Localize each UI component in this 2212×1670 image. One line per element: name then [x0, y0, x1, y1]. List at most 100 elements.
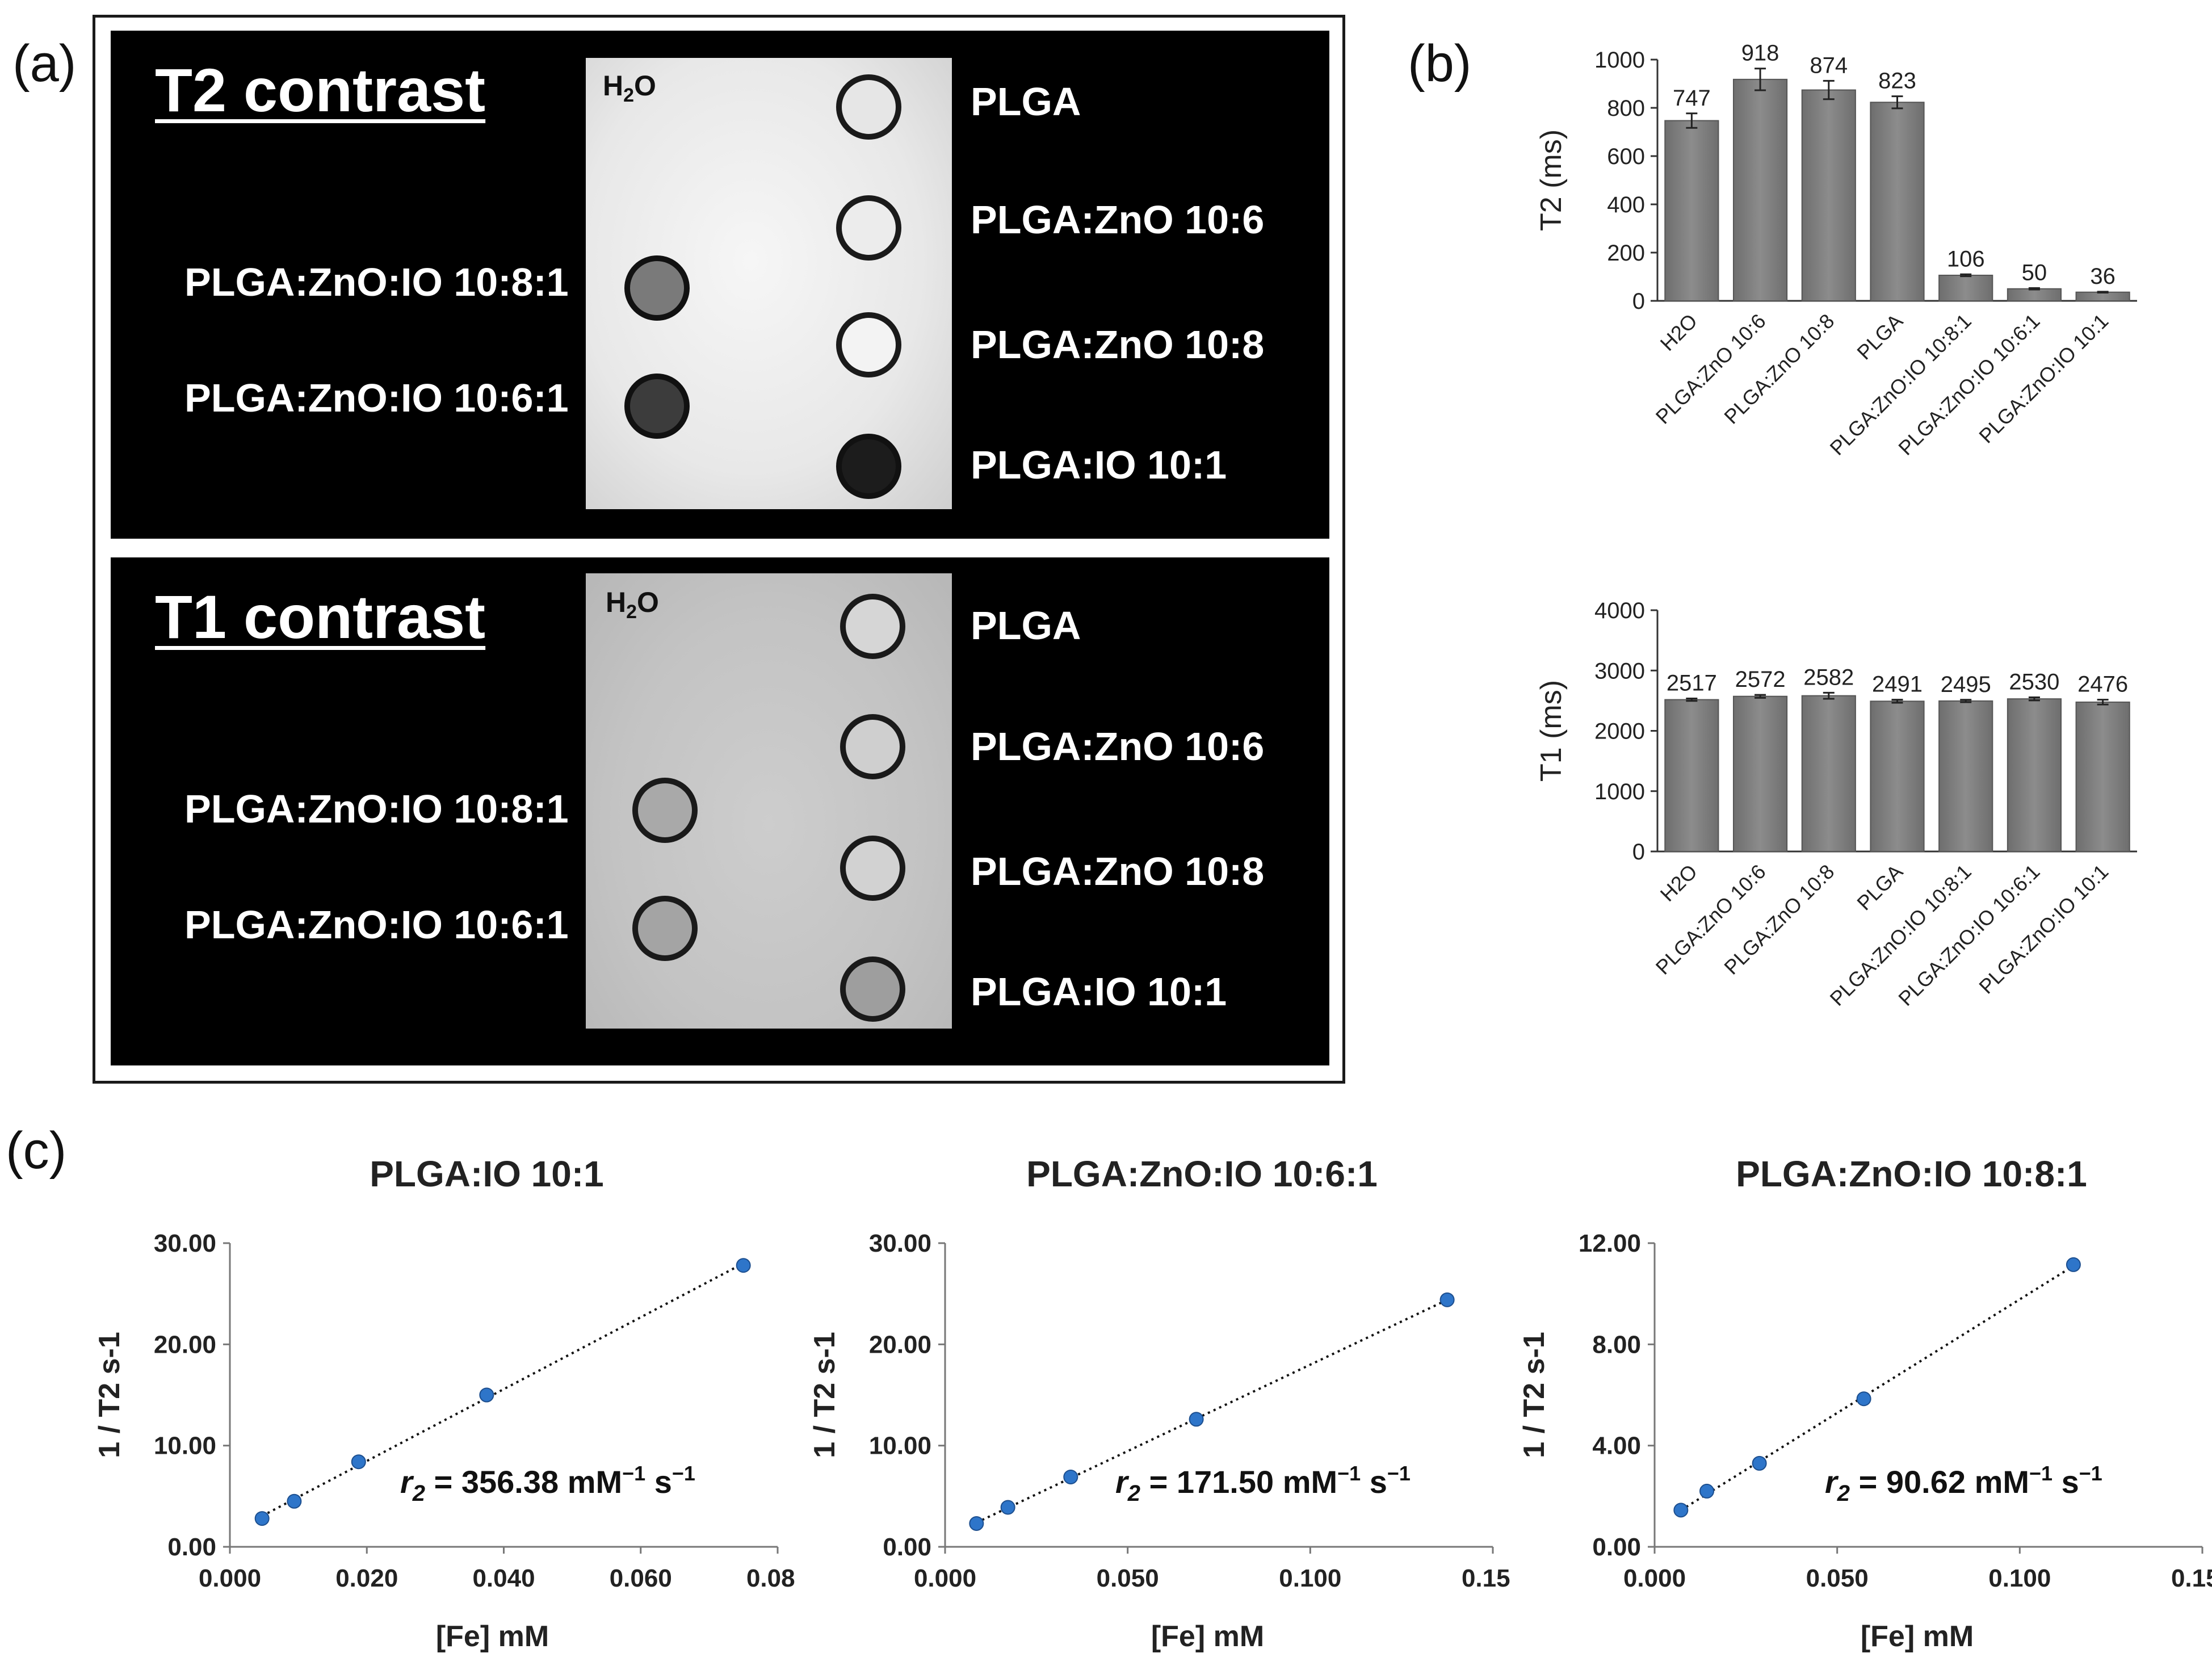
panel-label-c: (c): [6, 1122, 67, 1180]
y-tick-label: 30.00: [154, 1230, 216, 1257]
t2-water-label: H2O: [603, 70, 656, 106]
t1-contrast-panel: T1 contrast PLGA:ZnO:IO 10:8:1 PLGA:ZnO:…: [111, 557, 1329, 1065]
t1-contrast-title: T1 contrast: [155, 582, 486, 651]
t2-label-zno-io-10-8-1: PLGA:ZnO:IO 10:8:1: [184, 260, 569, 304]
x-tick-label-plga-zno-io-10-1: PLGA:ZnO:IO 10:1: [1974, 860, 2113, 998]
data-label: 106: [1947, 246, 1985, 271]
data-point: [1189, 1412, 1204, 1427]
bar: [1938, 700, 1993, 852]
data-point: [479, 1387, 494, 1403]
data-label: 874: [1810, 53, 1848, 78]
t2-label-zno-10-8: PLGA:ZnO 10:8: [971, 322, 1265, 367]
data-label: 50: [2022, 260, 2047, 285]
t1-sample-zno-io-10-6-1: [632, 896, 698, 961]
y-tick-label: 0.00: [1592, 1533, 1641, 1561]
x-tick-label: 0.040: [472, 1564, 535, 1592]
y-tick-label: 1000: [1594, 779, 1645, 804]
y-tick-label: 30.00: [869, 1230, 931, 1257]
y-tick-label: 12.00: [1579, 1230, 1641, 1257]
bar: [1870, 102, 1925, 301]
t2-sample-zno-io-10-6-1: [624, 374, 690, 439]
bar: [1664, 699, 1719, 852]
t2-label-plga: PLGA: [971, 79, 1081, 124]
data-point: [351, 1454, 366, 1470]
t2-sample-zno-10-8: [836, 312, 901, 377]
t2-contrast-title: T2 contrast: [155, 56, 486, 124]
y-tick-label: 0: [1632, 840, 1645, 865]
t2-sample-zno-io-10-8-1: [624, 255, 690, 321]
r2-zno-io-8-1-scatter-chart: PLGA:ZnO:IO 10:8:1 0.00 4.00 8.00 12.00 0.000…: [1518, 1153, 2212, 1653]
y-tick-label: 10.00: [154, 1432, 216, 1460]
x-tick-label: 0.000: [914, 1564, 976, 1592]
y-axis-title: 1 / T2 s-1: [93, 1332, 126, 1458]
x-tick-label: 0.150: [1462, 1564, 1510, 1592]
x-tick-label: 0.150: [2171, 1564, 2212, 1592]
x-tick-label: 0.100: [1988, 1564, 2051, 1592]
x-tick-label-h2o: H2O: [1656, 860, 1702, 906]
data-point: [254, 1511, 270, 1526]
data-point: [2066, 1257, 2081, 1272]
y-tick-label: 1000: [1594, 48, 1645, 73]
data-label: 2476: [2077, 672, 2128, 697]
y-tick-label: 800: [1607, 96, 1645, 121]
chart-title: PLGA:IO 10:1: [370, 1153, 604, 1194]
x-tick-label: 0.050: [1806, 1564, 1869, 1592]
bar: [1938, 274, 1993, 302]
t2-label-zno-io-10-6-1: PLGA:ZnO:IO 10:6:1: [184, 376, 569, 420]
data-label: 2572: [1735, 667, 1786, 692]
x-tick-label: 0.080: [746, 1564, 795, 1592]
x-tick-label: 0.050: [1097, 1564, 1159, 1592]
bar: [1801, 695, 1856, 852]
y-tick-label: 2000: [1594, 719, 1645, 744]
trend-line: [1680, 1265, 2074, 1512]
panel-a-frame: [93, 15, 1345, 1084]
y-tick-label: 0.00: [883, 1533, 931, 1561]
y-axis-title: T2 (ms): [1535, 129, 1568, 231]
data-label: 823: [1878, 69, 1916, 94]
bar: [2007, 698, 2062, 852]
data-point: [1856, 1391, 1871, 1407]
t1-sample-zno-10-6: [840, 714, 905, 779]
t1-mri-image: H2O: [586, 573, 952, 1029]
x-tick-label: 0.100: [1279, 1564, 1341, 1592]
relaxivity-annotation: r2 = 356.38 mM−1 s−1: [400, 1462, 695, 1506]
y-tick-label: 20.00: [869, 1331, 931, 1358]
y-tick-label: 4.00: [1592, 1432, 1641, 1460]
t2-mri-image: H2O: [586, 58, 952, 509]
t2-bar-chart: 0 200 400 600 800 1000 T2 (ms) 747 H2O 918 PLGA:Zn…: [1535, 41, 2137, 460]
x-tick-label-plga: PLGA: [1852, 309, 1907, 364]
y-tick-label: 10.00: [869, 1432, 931, 1460]
panel-label-a: (a): [12, 35, 77, 93]
panel-label-b: (b): [1408, 35, 1472, 93]
data-point: [1439, 1292, 1455, 1307]
t2-sample-plga: [836, 74, 901, 140]
y-tick-label: 0.00: [167, 1533, 216, 1561]
y-axis-title: T1 (ms): [1535, 680, 1568, 782]
t1-sample-io-10-1: [840, 956, 905, 1022]
x-tick-label: 0.000: [199, 1564, 261, 1592]
x-tick-label-plga-zno-io-10-1: PLGA:ZnO:IO 10:1: [1974, 309, 2113, 448]
r2-io-scatter-chart: PLGA:IO 10:1 0.00 10.00 20.00 30.00 0.000 0.02…: [93, 1153, 795, 1653]
data-label: 2530: [2009, 670, 2059, 695]
data-label: 2491: [1872, 672, 1923, 697]
t1-label-io-10-1: PLGA:IO 10:1: [971, 970, 1227, 1014]
data-point: [1752, 1455, 1767, 1471]
y-tick-label: 3000: [1594, 658, 1645, 683]
r2-zno-io-6-1-scatter-chart: PLGA:ZnO:IO 10:6:1 0.00 10.00 20.00 30.00 0.0…: [808, 1153, 1510, 1653]
y-tick-label: 400: [1607, 192, 1645, 217]
y-tick-label: 4000: [1594, 598, 1645, 623]
bar: [1732, 78, 1788, 301]
t1-label-zno-10-6: PLGA:ZnO 10:6: [971, 724, 1265, 769]
data-point: [1673, 1503, 1689, 1518]
t1-sample-zno-10-8: [840, 836, 905, 901]
chart-title: PLGA:ZnO:IO 10:8:1: [1736, 1153, 2087, 1194]
t2-contrast-panel: T2 contrast PLGA:ZnO:IO 10:8:1 PLGA:ZnO:…: [111, 31, 1329, 539]
relaxivity-annotation: r2 = 90.62 mM−1 s−1: [1825, 1462, 2102, 1506]
x-tick-label-plga: PLGA: [1852, 860, 1907, 915]
y-tick-label: 600: [1607, 144, 1645, 169]
t1-sample-zno-io-10-8-1: [632, 778, 698, 843]
data-point: [287, 1493, 302, 1509]
data-point: [1000, 1500, 1015, 1515]
data-point: [1063, 1469, 1078, 1484]
t2-label-io-10-1: PLGA:IO 10:1: [971, 443, 1227, 487]
